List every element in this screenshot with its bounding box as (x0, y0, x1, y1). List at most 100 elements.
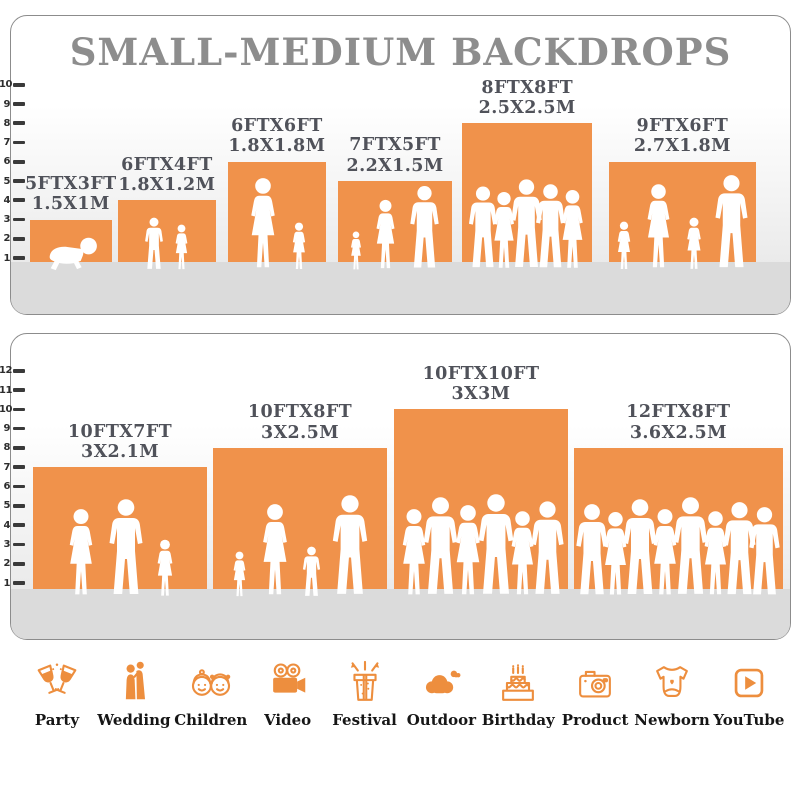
category-label: Outdoor (406, 711, 477, 729)
wedding-icon (125, 661, 145, 700)
y-tick: 4 (0, 520, 25, 531)
bar-size-label: 9FTX6FT 2.7X1.8M (633, 116, 731, 157)
people-silhouettes (213, 494, 387, 598)
category-video: Video (253, 660, 323, 729)
y-tick-mark (12, 368, 25, 373)
category-label: Newborn (634, 711, 710, 729)
category-label: Product (561, 711, 629, 729)
backdrop-bar-10x7: 10FTX7FT 3X2.1M (33, 422, 207, 589)
backdrop-bar-10x8: 10FTX8FT 3X2.5M (213, 402, 387, 589)
y-tick-mark (12, 121, 25, 126)
small-backdrops-panel: SMALL-MEDIUM BACKDROPS 1 2 3 4 5 6 7 8 9 10 5FTX3… (0, 15, 791, 315)
backdrop-rect (609, 161, 756, 262)
y-tick: 7 (0, 462, 25, 473)
backdrop-bar-7x5: 7FTX5FT 2.2X1.5M (338, 135, 453, 262)
y-tick-mark (12, 465, 25, 469)
y-tick: 12 (0, 365, 25, 376)
outdoor-cloud-icon (426, 670, 461, 694)
backdrop-rect (574, 447, 783, 589)
y-tick-label: 5 (3, 500, 11, 512)
people-silhouettes (462, 178, 592, 271)
y-tick-label: 6 (3, 481, 11, 492)
y-tick-mark (12, 523, 25, 527)
children-icon (191, 669, 231, 696)
category-label: Video (264, 711, 312, 729)
people-silhouettes (609, 174, 756, 271)
y-tick-label: 7 (3, 461, 11, 473)
bar-size-label: 6FTX4FT 1.8X1.2M (118, 154, 216, 195)
bar-size-label: 10FTX10FT 3X3M (422, 363, 540, 405)
birthday-cake-icon (502, 664, 535, 701)
backdrop-rect (118, 200, 216, 262)
backdrop-rect (338, 181, 453, 262)
category-label: Wedding (97, 711, 171, 729)
product-camera-icon (579, 670, 612, 698)
bar-size-label: 7FTX5FT 2.2X1.5M (346, 135, 444, 176)
y-tick-label: 10 (0, 403, 12, 415)
y-tick-label: 3 (3, 214, 11, 225)
youtube-play-icon (734, 668, 764, 698)
backdrop-rect (30, 219, 112, 263)
people-silhouettes (338, 185, 452, 271)
backdrop-bar-9x6: 9FTX6FT 2.7X1.8M (609, 116, 756, 262)
y-tick: 2 (0, 233, 25, 244)
y-tick-mark (12, 217, 25, 222)
y-tick-mark (12, 236, 25, 241)
y-tick: 1 (0, 578, 25, 589)
category-label: Children (174, 711, 248, 729)
y-tick: 9 (0, 99, 25, 110)
backdrop-bar-6x4: 6FTX4FT 1.8X1.2M (118, 155, 216, 262)
backdrop-bar-10x10: 10FTX10FT 3X3M (394, 364, 568, 589)
y-tick: 2 (0, 558, 25, 569)
people-silhouettes (574, 496, 783, 598)
festival-gift-icon (350, 660, 379, 701)
bar-size-label: 5FTX3FT 1.5X1M (24, 173, 117, 215)
y-tick-label: 4 (3, 519, 11, 531)
y-tick-label: 2 (3, 233, 11, 245)
y-tick-mark (12, 256, 25, 260)
y-tick: 6 (0, 156, 25, 167)
y-tick-label: 10 (0, 79, 12, 91)
y-tick-mark (12, 388, 25, 392)
category-legend: Party Wedding (0, 660, 800, 729)
y-tick: 3 (0, 539, 25, 550)
y-tick-label: 12 (0, 365, 12, 377)
y-tick: 10 (0, 404, 25, 415)
y-tick-label: 2 (3, 558, 11, 570)
y-tick-label: 8 (3, 117, 11, 129)
backdrop-rect (213, 447, 387, 589)
y-tick-mark (12, 561, 25, 566)
bar-size-label: 8FTX8FT 2.5X2.5M (478, 77, 576, 118)
category-youtube: YouTube (713, 660, 784, 729)
category-birthday: Birthday (482, 660, 555, 729)
y-tick-mark (12, 102, 25, 106)
y-tick-mark (12, 581, 25, 585)
y-tick-label: 6 (3, 156, 11, 168)
backdrop-bar-12x8: 12FTX8FT 3.6X2.5M (574, 402, 783, 589)
backdrop-bar-8x8: 8FTX8FT 2.5X2.5M (462, 78, 593, 262)
y-tick: 10 (0, 79, 25, 90)
y-tick-mark (12, 407, 25, 412)
y-tick-label: 9 (3, 98, 11, 110)
y-tick: 11 (0, 385, 25, 396)
backdrop-rect (228, 161, 326, 262)
bar-size-label: 10FTX8FT 3X2.5M (247, 402, 353, 443)
backdrop-rect (394, 409, 568, 589)
category-children: Children (174, 660, 248, 729)
people-silhouettes (228, 177, 326, 271)
y-tick-mark (12, 82, 25, 87)
medium-backdrops-panel: 1 2 3 4 5 6 7 8 9 10 11 12 10FTX7FT 3X2.1M 10FTX8FT 3… (0, 333, 791, 640)
category-label: Party (34, 711, 80, 729)
y-tick-label: 11 (0, 384, 12, 396)
y-tick-label: 1 (3, 577, 11, 589)
category-festival: Festival (330, 660, 400, 729)
category-newborn: Newborn (634, 660, 710, 729)
bar-size-label: 12FTX8FT 3.6X2.5M (626, 402, 731, 443)
y-tick-mark (12, 542, 25, 547)
backdrop-rect (33, 467, 207, 589)
y-tick: 7 (0, 137, 25, 148)
category-outdoor: Outdoor (406, 660, 476, 729)
y-tick-mark (12, 140, 25, 145)
y-tick: 3 (0, 214, 25, 225)
